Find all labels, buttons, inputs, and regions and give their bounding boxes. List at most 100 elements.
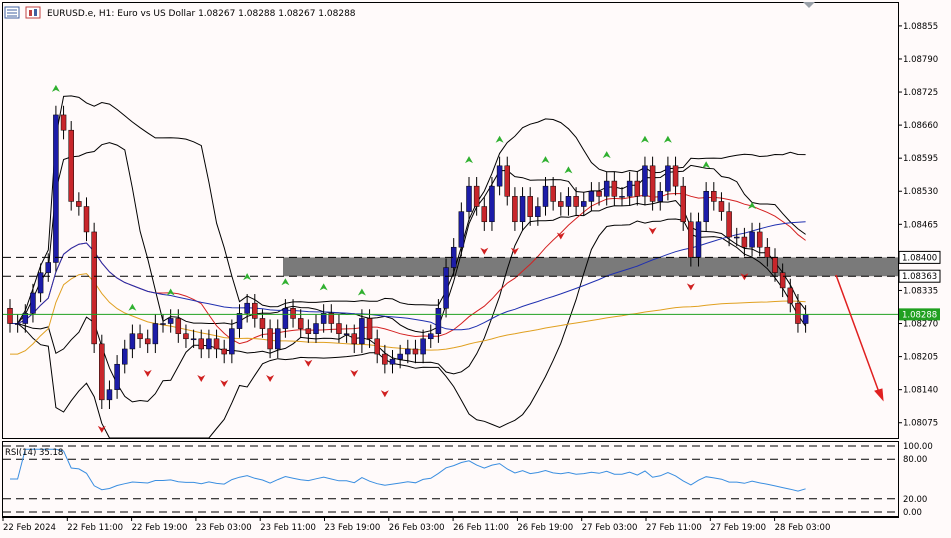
bear-candle [764,246,771,258]
bull-candle [642,165,648,197]
bull-candle [229,328,235,355]
bear-candle [183,333,189,340]
bull-candle [458,211,465,248]
bear-candle [779,272,786,289]
price-label-current-bg [899,308,940,321]
bull-candle [236,313,243,329]
bull-candle [160,323,166,325]
bull-candle [389,358,396,365]
bear-candle [756,231,763,248]
bear-candle [787,287,794,304]
rsi-tick-label: 20.00 [903,495,927,505]
bull-candle [588,190,595,202]
time-tick-label: 23 Feb 11:00 [260,523,316,533]
fractal-up-arrow [281,278,290,286]
fractal-up-arrow [166,288,175,296]
time-tick-label: 27 Feb 11:00 [646,523,702,533]
bollinger-lower-band [10,218,807,439]
price-tick-label: 1.08530 [903,187,938,197]
header: EURUSD.e, H1: Euro vs US Dollar 1.08267 … [4,6,356,19]
fractal-down-arrow [350,369,359,377]
bull-candle [802,314,809,324]
fractal-down-arrow [266,374,275,382]
bear-candle [328,313,335,324]
bear-candle [68,129,74,202]
fractal-down-arrow [143,369,152,377]
rsi-tick-label: 100.00 [903,442,933,452]
bull-candle [122,348,128,365]
time-tick-label: 23 Feb 19:00 [325,523,381,533]
price-tick-label: 1.08205 [903,353,938,363]
rsi-tick-label: 0.00 [903,508,922,518]
bull-candle [657,190,663,202]
time-tick-label: 27 Feb 03:00 [582,523,638,533]
fractal-up-arrow [357,288,366,296]
bull-candle [190,338,197,341]
time-tick-label: 22 Feb 19:00 [132,523,188,533]
bear-candle [83,206,90,233]
rsi-plot-frame [2,441,899,517]
bear-candle [305,328,312,334]
bull-candle [519,196,526,223]
bull-candle [53,114,59,263]
bear-candle [558,201,564,207]
chart-bars-icon[interactable] [25,6,41,19]
time-tick-label: 26 Feb 11:00 [453,523,509,533]
fractal-down-arrow [480,247,489,255]
bear-candle [290,308,296,319]
bull-candle [14,323,21,325]
bear-candle [76,201,82,207]
bull-candle [206,338,212,350]
fractal-up-arrow [51,84,60,92]
bear-candle [60,114,67,131]
bear-candle [611,180,618,197]
fractal-down-arrow [380,390,389,398]
bull-candle [535,206,541,217]
fractal-down-arrow [556,232,565,240]
bull-candle [359,318,365,345]
bull-candle [489,185,495,223]
bear-candle [252,302,258,319]
fractal-up-arrow [465,156,473,164]
resistance-zone [283,257,898,277]
bull-candle [581,201,587,207]
fractal-down-arrow [648,227,657,235]
fractal-up-arrow [663,135,672,143]
bull-candle [749,231,755,248]
bull-candle [619,196,625,198]
fractal-down-arrow [197,374,206,382]
bear-candle [382,353,388,365]
bull-candle [167,318,174,324]
price-label-lower-bg [898,269,941,283]
price-tick-label: 1.08335 [903,286,938,296]
price-tick-label: 1.08725 [903,88,938,98]
bear-candle [297,318,304,329]
scroll-marker-icon[interactable] [803,2,815,8]
time-tick-label: 26 Feb 03:00 [389,523,445,533]
rsi-tick-label: 80.00 [903,455,927,465]
bear-candle [144,338,151,345]
bear-candle [7,308,13,324]
bull-candle [565,196,572,207]
time-tick-label: 22 Feb 11:00 [67,523,123,533]
bull-candle [22,313,29,324]
bear-candle [795,302,801,324]
bull-candle [603,180,610,197]
bull-candle [320,313,327,324]
bull-candle [37,272,44,294]
bear-candle [527,196,533,217]
bear-candle [741,236,748,248]
price-tick-label: 1.08270 [903,320,938,330]
bear-candle [550,185,556,202]
fractal-down-arrow [510,247,519,255]
bull-candle [244,302,250,314]
time-tick-label: 27 Feb 19:00 [710,523,766,533]
bear-candle [473,185,480,207]
bear-candle [198,338,204,350]
chart-list-icon[interactable] [4,6,20,19]
bear-candle [374,338,380,355]
bull-candle [435,308,442,334]
bear-candle [711,190,717,202]
bear-candle [688,221,694,258]
